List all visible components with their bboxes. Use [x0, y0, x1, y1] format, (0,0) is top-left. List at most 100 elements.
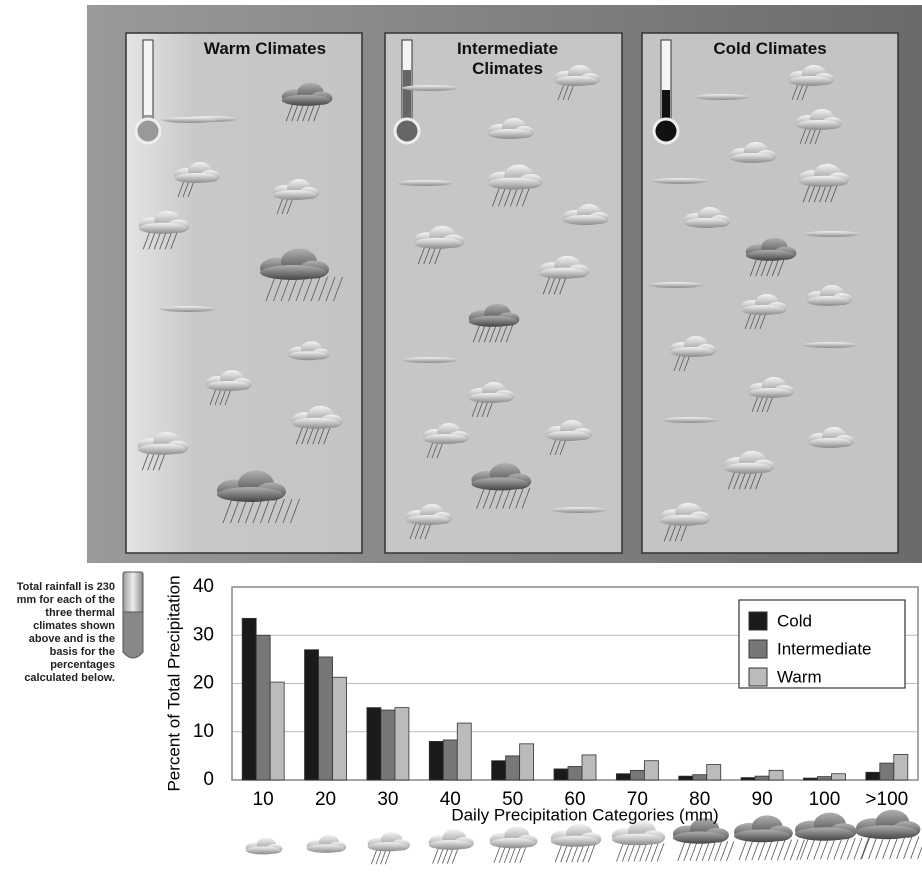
cloud [694, 94, 750, 100]
rain [493, 846, 501, 864]
cloud [471, 477, 529, 491]
thermometer-fluid [662, 90, 670, 125]
bar [768, 769, 784, 781]
rain [554, 438, 562, 456]
cloud [796, 120, 840, 130]
cloud [288, 351, 328, 361]
rain [483, 324, 492, 343]
rain [306, 426, 315, 445]
rain [370, 849, 378, 865]
rain [384, 849, 392, 865]
rain [861, 836, 871, 859]
rain [317, 426, 326, 445]
cloud [652, 178, 708, 184]
bar [643, 760, 659, 781]
rain [498, 187, 506, 207]
rain [426, 441, 434, 459]
cloud [306, 844, 345, 853]
rain [209, 388, 217, 406]
rain [726, 841, 735, 861]
x-tick-label: 30 [377, 789, 398, 810]
legend-swatch [748, 639, 768, 659]
rain [333, 276, 343, 302]
rain [489, 324, 497, 343]
rain [559, 276, 567, 295]
bar [831, 773, 846, 781]
rain [318, 276, 328, 302]
rain [549, 438, 557, 456]
rain [749, 471, 758, 490]
rain [476, 487, 485, 509]
cloud [423, 434, 467, 444]
rain [521, 487, 531, 509]
rain [582, 844, 590, 863]
cloud [733, 829, 791, 843]
rain [492, 187, 500, 207]
rain [801, 83, 809, 101]
bar [740, 777, 756, 781]
rain [142, 231, 151, 250]
bar [332, 676, 347, 781]
bar [491, 760, 507, 781]
rain [673, 354, 681, 372]
bar [615, 773, 631, 781]
thermometer-fluid [403, 70, 411, 125]
rain [695, 841, 704, 861]
bar [581, 754, 597, 781]
rain [751, 395, 759, 413]
rain [509, 846, 517, 864]
rain [141, 452, 150, 471]
rain [516, 187, 524, 207]
rain [777, 839, 786, 861]
bar [706, 764, 722, 781]
rain [760, 258, 769, 277]
rain [689, 841, 698, 861]
rain [313, 103, 321, 122]
cloud [137, 443, 187, 455]
rain [889, 836, 899, 859]
bar [394, 707, 410, 781]
cloud [554, 76, 598, 86]
bar [629, 769, 645, 781]
cloud [397, 180, 453, 186]
bar [505, 755, 521, 781]
x-axis-title: Daily Precipitation Categories (mm) [451, 805, 718, 824]
rain [505, 324, 514, 343]
rain [813, 184, 822, 203]
rain [482, 487, 492, 509]
rain [276, 197, 284, 215]
rain [814, 127, 822, 145]
cloud [748, 388, 792, 398]
x-tick-label: 40 [440, 789, 461, 810]
bar [865, 771, 881, 781]
cloud [402, 357, 458, 363]
rain [514, 846, 522, 864]
rain [414, 522, 422, 540]
cloud [174, 173, 218, 183]
rain [680, 523, 688, 542]
rain [903, 836, 913, 859]
cloud [489, 837, 536, 849]
rain [147, 452, 155, 471]
cloud [260, 265, 326, 280]
rain [567, 83, 575, 101]
rain [281, 197, 289, 215]
rain [674, 523, 683, 542]
rain [783, 839, 792, 861]
cloud [546, 431, 590, 441]
rain [917, 845, 922, 859]
rain [288, 276, 298, 302]
cloud [802, 342, 858, 348]
rain [451, 847, 459, 864]
bar [241, 617, 257, 781]
rain [508, 487, 518, 509]
thermometer-bulb [393, 117, 421, 145]
cloud [856, 825, 918, 840]
rain [158, 452, 166, 471]
cloud [745, 249, 795, 261]
rain [707, 841, 716, 861]
rain [882, 836, 892, 859]
rain [766, 258, 774, 277]
rain [761, 395, 769, 413]
rain [417, 246, 426, 265]
